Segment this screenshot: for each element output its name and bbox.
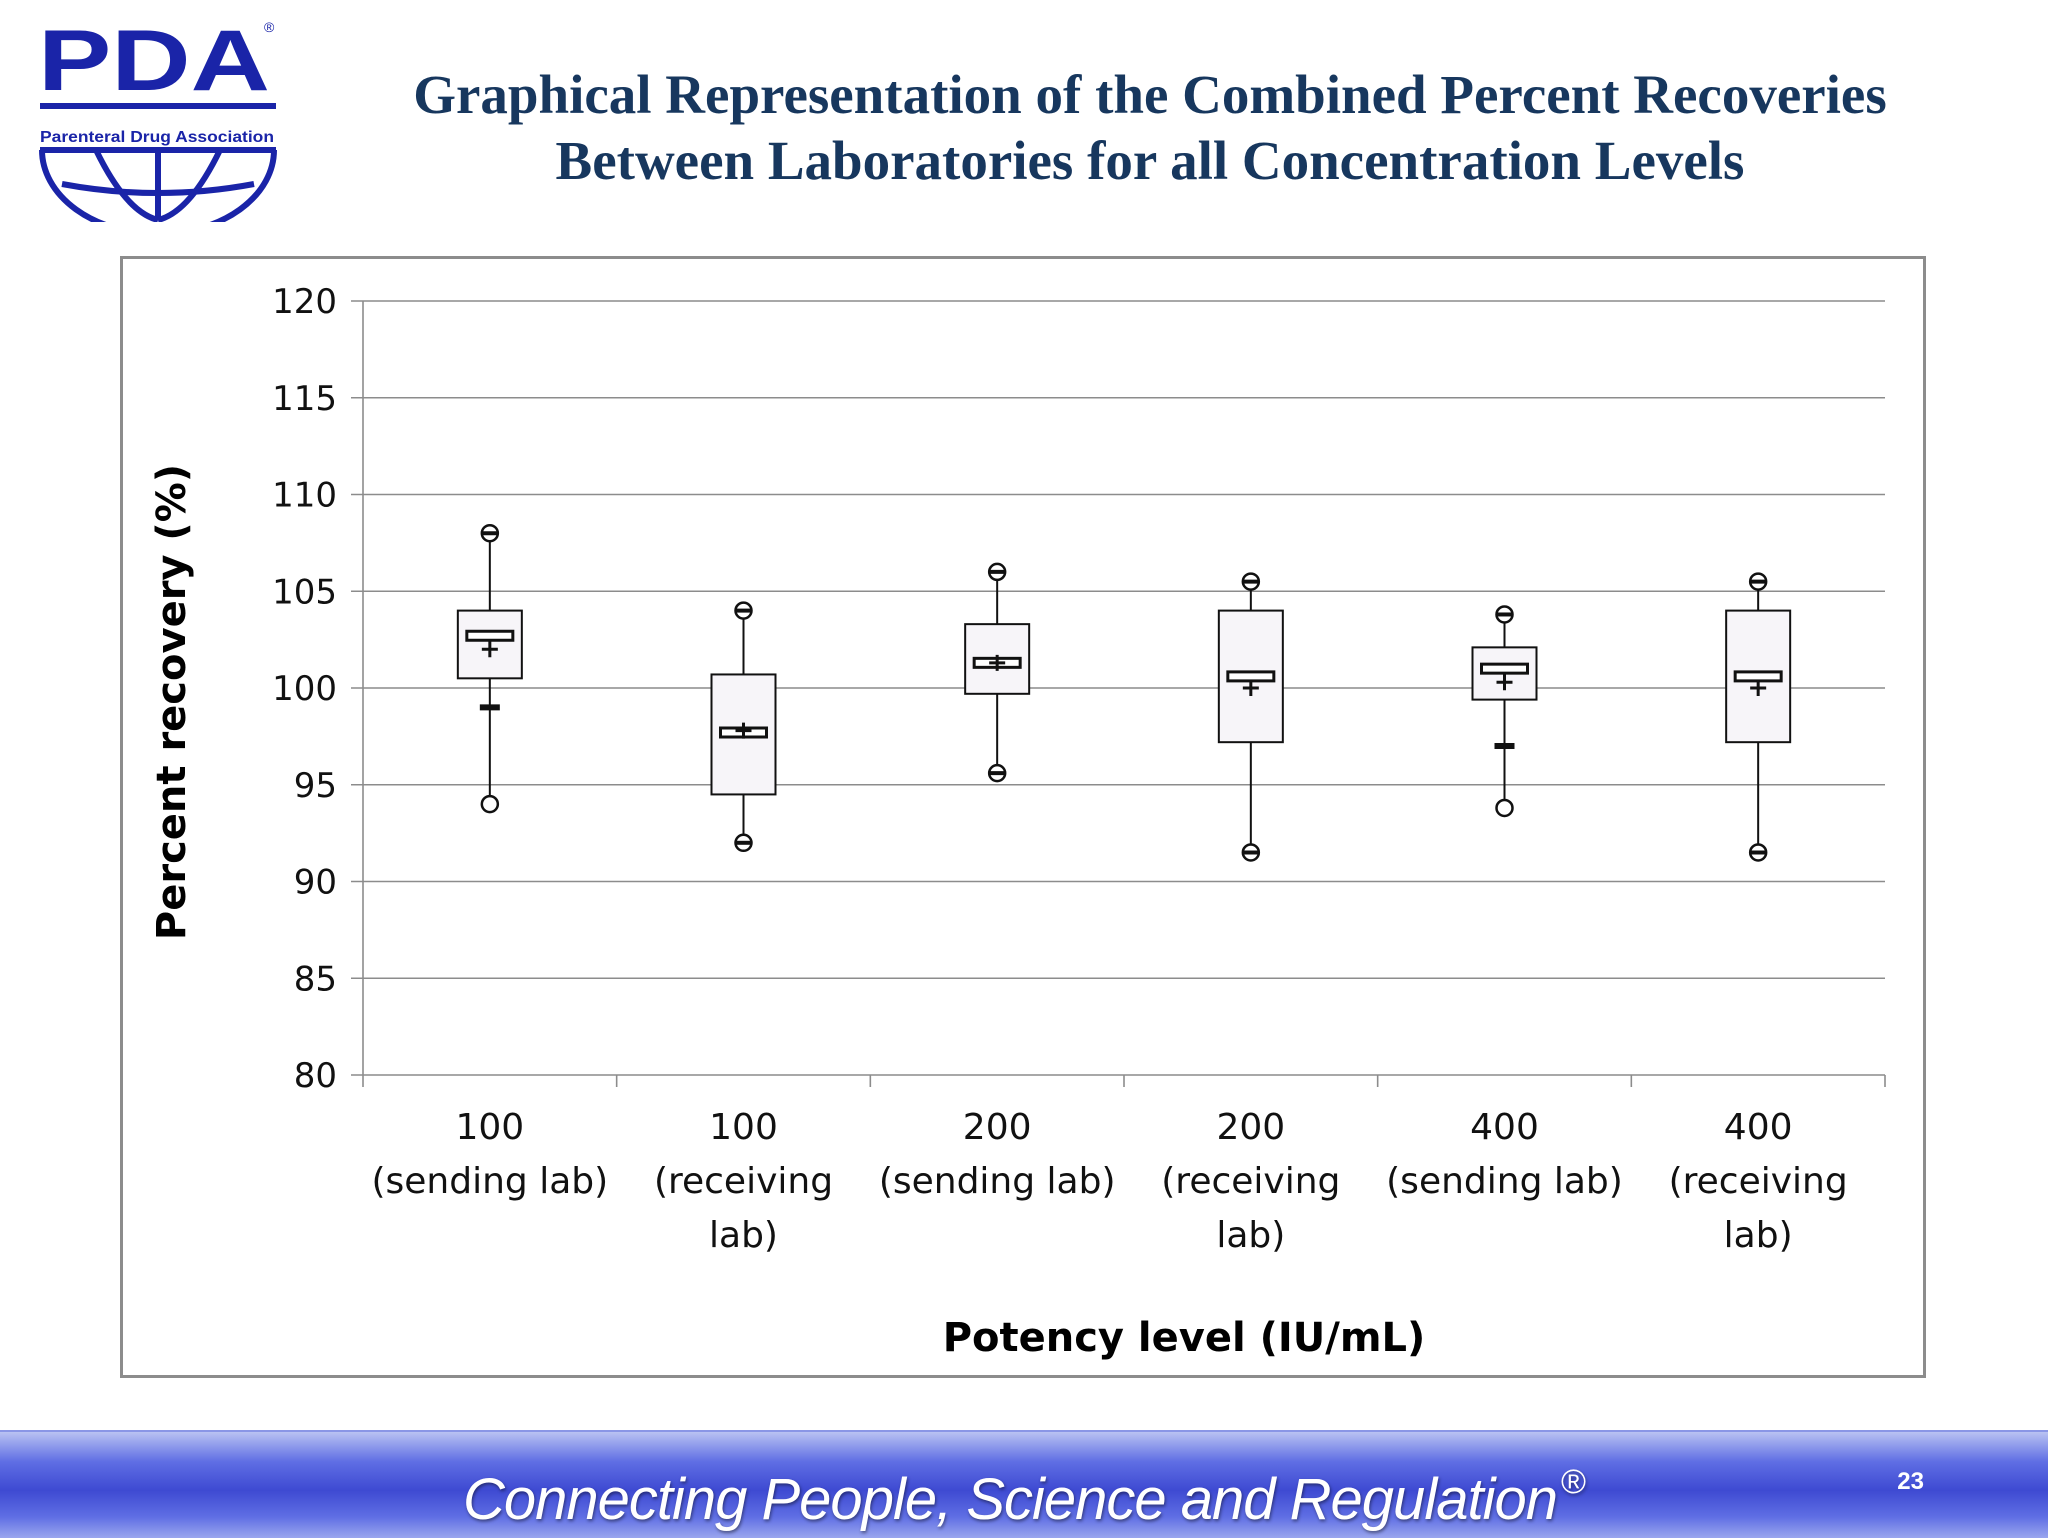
x-tick-label: (receiving [1669,1161,1848,1202]
mean-marker [989,654,1006,671]
mean-marker [1750,680,1767,696]
mean-marker [481,641,498,658]
x-tick-label: 400 [1470,1107,1539,1148]
min-point [480,794,500,814]
x-tick-label: lab) [1724,1215,1793,1256]
footer-tagline: Connecting People, Science and Regulatio… [0,1444,2048,1538]
y-tick-label: 115 [272,379,337,419]
title-line-1: Graphical Representation of the Combined… [413,64,1887,125]
x-tick-label: (sending lab) [371,1161,608,1202]
box-plot-chart: 80 85 90 95 100 105 110 115 120 100 (sending lab) 1… [149,282,1886,1361]
x-tick-label: 200 [963,1107,1032,1148]
x-tick-label: lab) [1216,1215,1285,1256]
x-tick-label: (sending lab) [1386,1161,1623,1202]
x-tick-label: 200 [1216,1107,1285,1148]
logo-subtitle: Parenteral Drug Association [40,129,274,146]
y-tick-label: 120 [272,282,337,322]
mean-marker [1242,680,1259,696]
mean-marker [1496,674,1513,691]
x-tick-label: 100 [455,1107,524,1148]
y-tick-label: 95 [294,766,337,806]
x-axis-title: Potency level (IU/mL) [943,1315,1426,1361]
x-tick-label: (receiving [654,1161,833,1202]
mean-marker [735,722,752,739]
x-tick-label: 400 [1724,1107,1793,1148]
tagline-text: Connecting People, Science and Regulatio… [462,1467,1558,1532]
title-line-2: Between Laboratories for all Concentrati… [555,130,1745,191]
y-tick-label: 80 [294,1056,337,1096]
x-tick-label: (receiving [1161,1161,1340,1202]
pda-logo: PDA ® Parenteral Drug Association [36,13,286,237]
x-tick-label: (sending lab) [879,1161,1116,1202]
x-tick-label: 100 [709,1107,778,1148]
x-tick-label: lab) [709,1215,778,1256]
y-axis-title: Percent recovery (%) [149,464,195,940]
y-tick-label: 110 [272,476,337,516]
median-marker [1480,662,1529,675]
y-tick-label: 100 [272,669,337,709]
logo-registered-mark: ® [264,19,275,35]
y-tick-label: 105 [272,572,337,612]
slide-title: Graphical Representation of the Combined… [330,62,1970,194]
logo-text: PDA [38,16,270,109]
page-number: 23 [1897,1468,1924,1495]
tagline-registered-mark: ® [1560,1463,1586,1501]
chart-panel: 80 85 90 95 100 105 110 115 120 100 (sending lab) 1… [120,256,1926,1378]
globe-icon [39,148,277,237]
y-tick-label: 90 [294,863,337,903]
min-point [1495,798,1514,818]
y-tick-label: 85 [294,959,337,999]
footer-banner: Connecting People, Science and Regulatio… [0,1430,2048,1538]
median-marker [465,629,515,642]
median-marker [1733,670,1783,683]
box-iqr [456,609,523,680]
pda-logo-graphic: PDA ® Parenteral Drug Association [38,13,277,237]
median-marker [1226,670,1276,683]
